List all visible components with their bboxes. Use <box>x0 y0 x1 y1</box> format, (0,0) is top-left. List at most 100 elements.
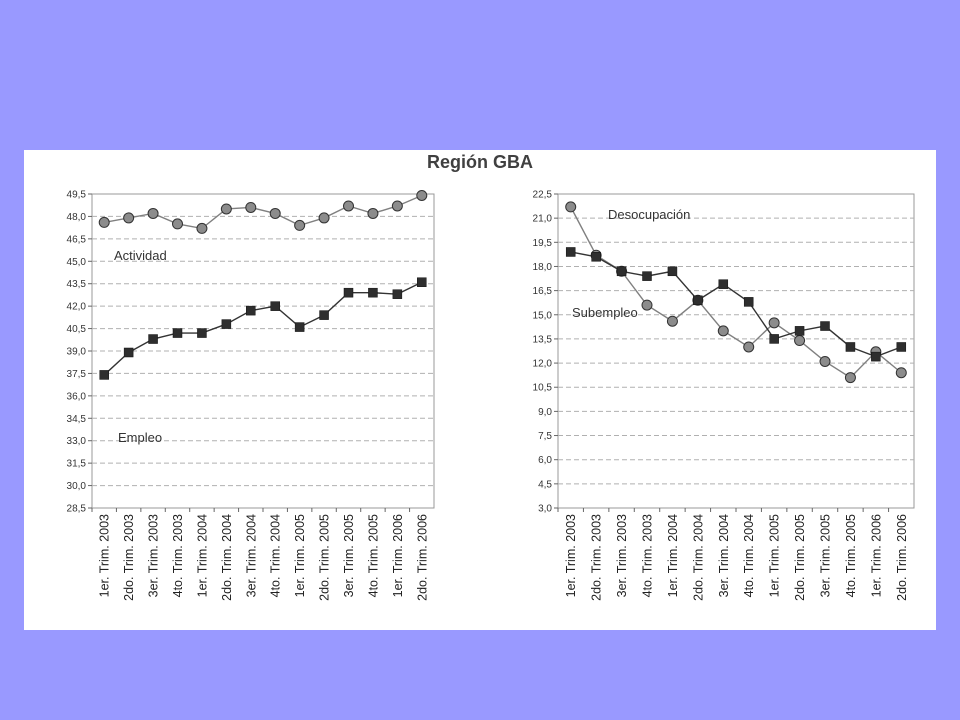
data-point-circle <box>196 222 208 234</box>
x-tick-label: 4to. Trim. 2003 <box>641 514 655 597</box>
x-tick-label: 1er. Trim. 2006 <box>869 514 883 597</box>
data-point-square <box>392 289 403 299</box>
y-tick-label: 45,0 <box>67 257 87 268</box>
x-tick-label: 4to. Trim. 2004 <box>269 514 283 597</box>
data-point-square <box>845 342 856 352</box>
data-point-square <box>667 266 678 277</box>
x-tick-label: 2do. Trim. 2006 <box>415 514 429 601</box>
data-point-square <box>591 252 601 262</box>
data-point-square <box>270 301 280 311</box>
data-point-circle <box>245 201 257 213</box>
y-tick-label: 22,5 <box>533 190 553 201</box>
y-tick-label: 49,5 <box>67 190 87 201</box>
y-tick-label: 18,0 <box>533 262 553 273</box>
data-point-circle <box>367 207 379 219</box>
y-tick-label: 16,5 <box>533 286 553 297</box>
data-point-circle <box>147 207 159 219</box>
x-tick-label: 3er. Trim. 2004 <box>717 514 731 597</box>
y-tick-label: 33,0 <box>67 436 87 447</box>
data-point-circle <box>123 212 135 224</box>
data-point-circle <box>343 200 354 212</box>
x-tick-label: 3er. Trim. 2003 <box>615 514 629 597</box>
data-point-square <box>642 271 652 281</box>
y-tick-label: 43,5 <box>67 279 87 290</box>
chart-title: Región GBA <box>427 152 533 172</box>
data-point-square <box>616 266 627 277</box>
y-tick-label: 46,5 <box>67 234 87 245</box>
data-point-square <box>743 297 754 307</box>
data-point-circle <box>895 367 907 379</box>
x-tick-label: 2do. Trim. 2003 <box>122 514 136 601</box>
y-tick-label: 21,0 <box>533 214 553 225</box>
y-tick-label: 36,0 <box>67 391 87 402</box>
data-point-square <box>565 247 576 257</box>
x-tick-label: 4to. Trim. 2005 <box>366 514 380 597</box>
data-point-square <box>99 370 109 380</box>
data-point-circle <box>220 203 232 215</box>
data-point-square <box>148 334 158 344</box>
y-tick-label: 12,0 <box>533 359 553 370</box>
data-point-square <box>221 319 232 329</box>
data-point-square <box>123 347 134 358</box>
series-label: Empleo <box>118 430 162 445</box>
data-point-circle <box>844 372 856 384</box>
y-tick-label: 34,5 <box>67 414 87 425</box>
data-point-circle <box>565 201 577 213</box>
data-point-circle <box>666 315 678 327</box>
data-point-circle <box>717 325 729 337</box>
data-point-circle <box>794 335 806 347</box>
x-tick-label: 1er. Trim. 2005 <box>768 514 782 597</box>
data-point-square <box>820 321 830 331</box>
y-tick-label: 40,5 <box>67 324 87 335</box>
x-tick-label: 4to. Trim. 2005 <box>844 514 858 597</box>
x-tick-label: 2do. Trim. 2005 <box>793 514 807 601</box>
data-point-square <box>172 328 183 338</box>
x-tick-label: 2do. Trim. 2005 <box>318 514 332 601</box>
y-tick-label: 7,5 <box>538 431 552 442</box>
data-point-square <box>343 287 354 298</box>
series-label: Desocupación <box>608 207 690 222</box>
x-tick-label: 1er. Trim. 2006 <box>391 514 405 597</box>
chart-actividad-empleo: 28,5 30,0 31,5 33,0 34,5 36,0 37,5 39,0 40,5 42,0… <box>67 189 435 601</box>
y-tick-label: 4,5 <box>538 479 552 490</box>
x-tick-label: 3er. Trim. 2003 <box>147 514 161 597</box>
data-point-circle <box>819 355 831 367</box>
x-tick-label: 2do. Trim. 2004 <box>691 514 705 601</box>
y-tick-label: 31,5 <box>67 459 87 470</box>
y-tick-label: 39,0 <box>67 347 87 358</box>
data-point-square <box>794 326 805 336</box>
data-point-circle <box>294 219 306 231</box>
y-tick-label: 10,5 <box>533 383 553 394</box>
series-label: Actividad <box>114 248 167 263</box>
data-point-circle <box>98 216 110 228</box>
x-tick-label: 4to. Trim. 2003 <box>171 514 185 597</box>
data-point-square <box>769 334 779 344</box>
y-tick-label: 3,0 <box>538 504 552 515</box>
y-tick-label: 30,0 <box>67 481 87 492</box>
data-point-square <box>197 328 207 338</box>
data-point-square <box>693 295 703 306</box>
y-tick-label: 28,5 <box>67 504 87 515</box>
data-point-square <box>417 277 427 287</box>
data-point-square <box>368 287 378 298</box>
data-point-circle <box>768 317 780 329</box>
data-point-square <box>319 310 329 320</box>
y-tick-label: 9,0 <box>538 407 552 418</box>
y-tick-label: 13,5 <box>533 334 553 345</box>
data-point-circle <box>391 200 403 212</box>
data-point-square <box>294 322 305 332</box>
data-point-square <box>246 305 256 316</box>
y-tick-label: 42,0 <box>67 302 87 313</box>
x-tick-label: 1er. Trim. 2005 <box>293 514 307 597</box>
data-point-circle <box>416 189 428 201</box>
y-tick-label: 6,0 <box>538 455 552 466</box>
data-point-square <box>896 342 907 352</box>
data-point-circle <box>318 212 330 224</box>
x-tick-label: 1er. Trim. 2003 <box>564 514 578 597</box>
x-tick-label: 2do. Trim. 2003 <box>590 514 604 601</box>
x-tick-label: 4to. Trim. 2004 <box>742 514 756 597</box>
data-point-circle <box>641 299 653 311</box>
x-tick-label: 2do. Trim. 2006 <box>895 514 909 601</box>
data-point-square <box>871 351 881 362</box>
x-tick-label: 3er. Trim. 2005 <box>342 514 356 597</box>
